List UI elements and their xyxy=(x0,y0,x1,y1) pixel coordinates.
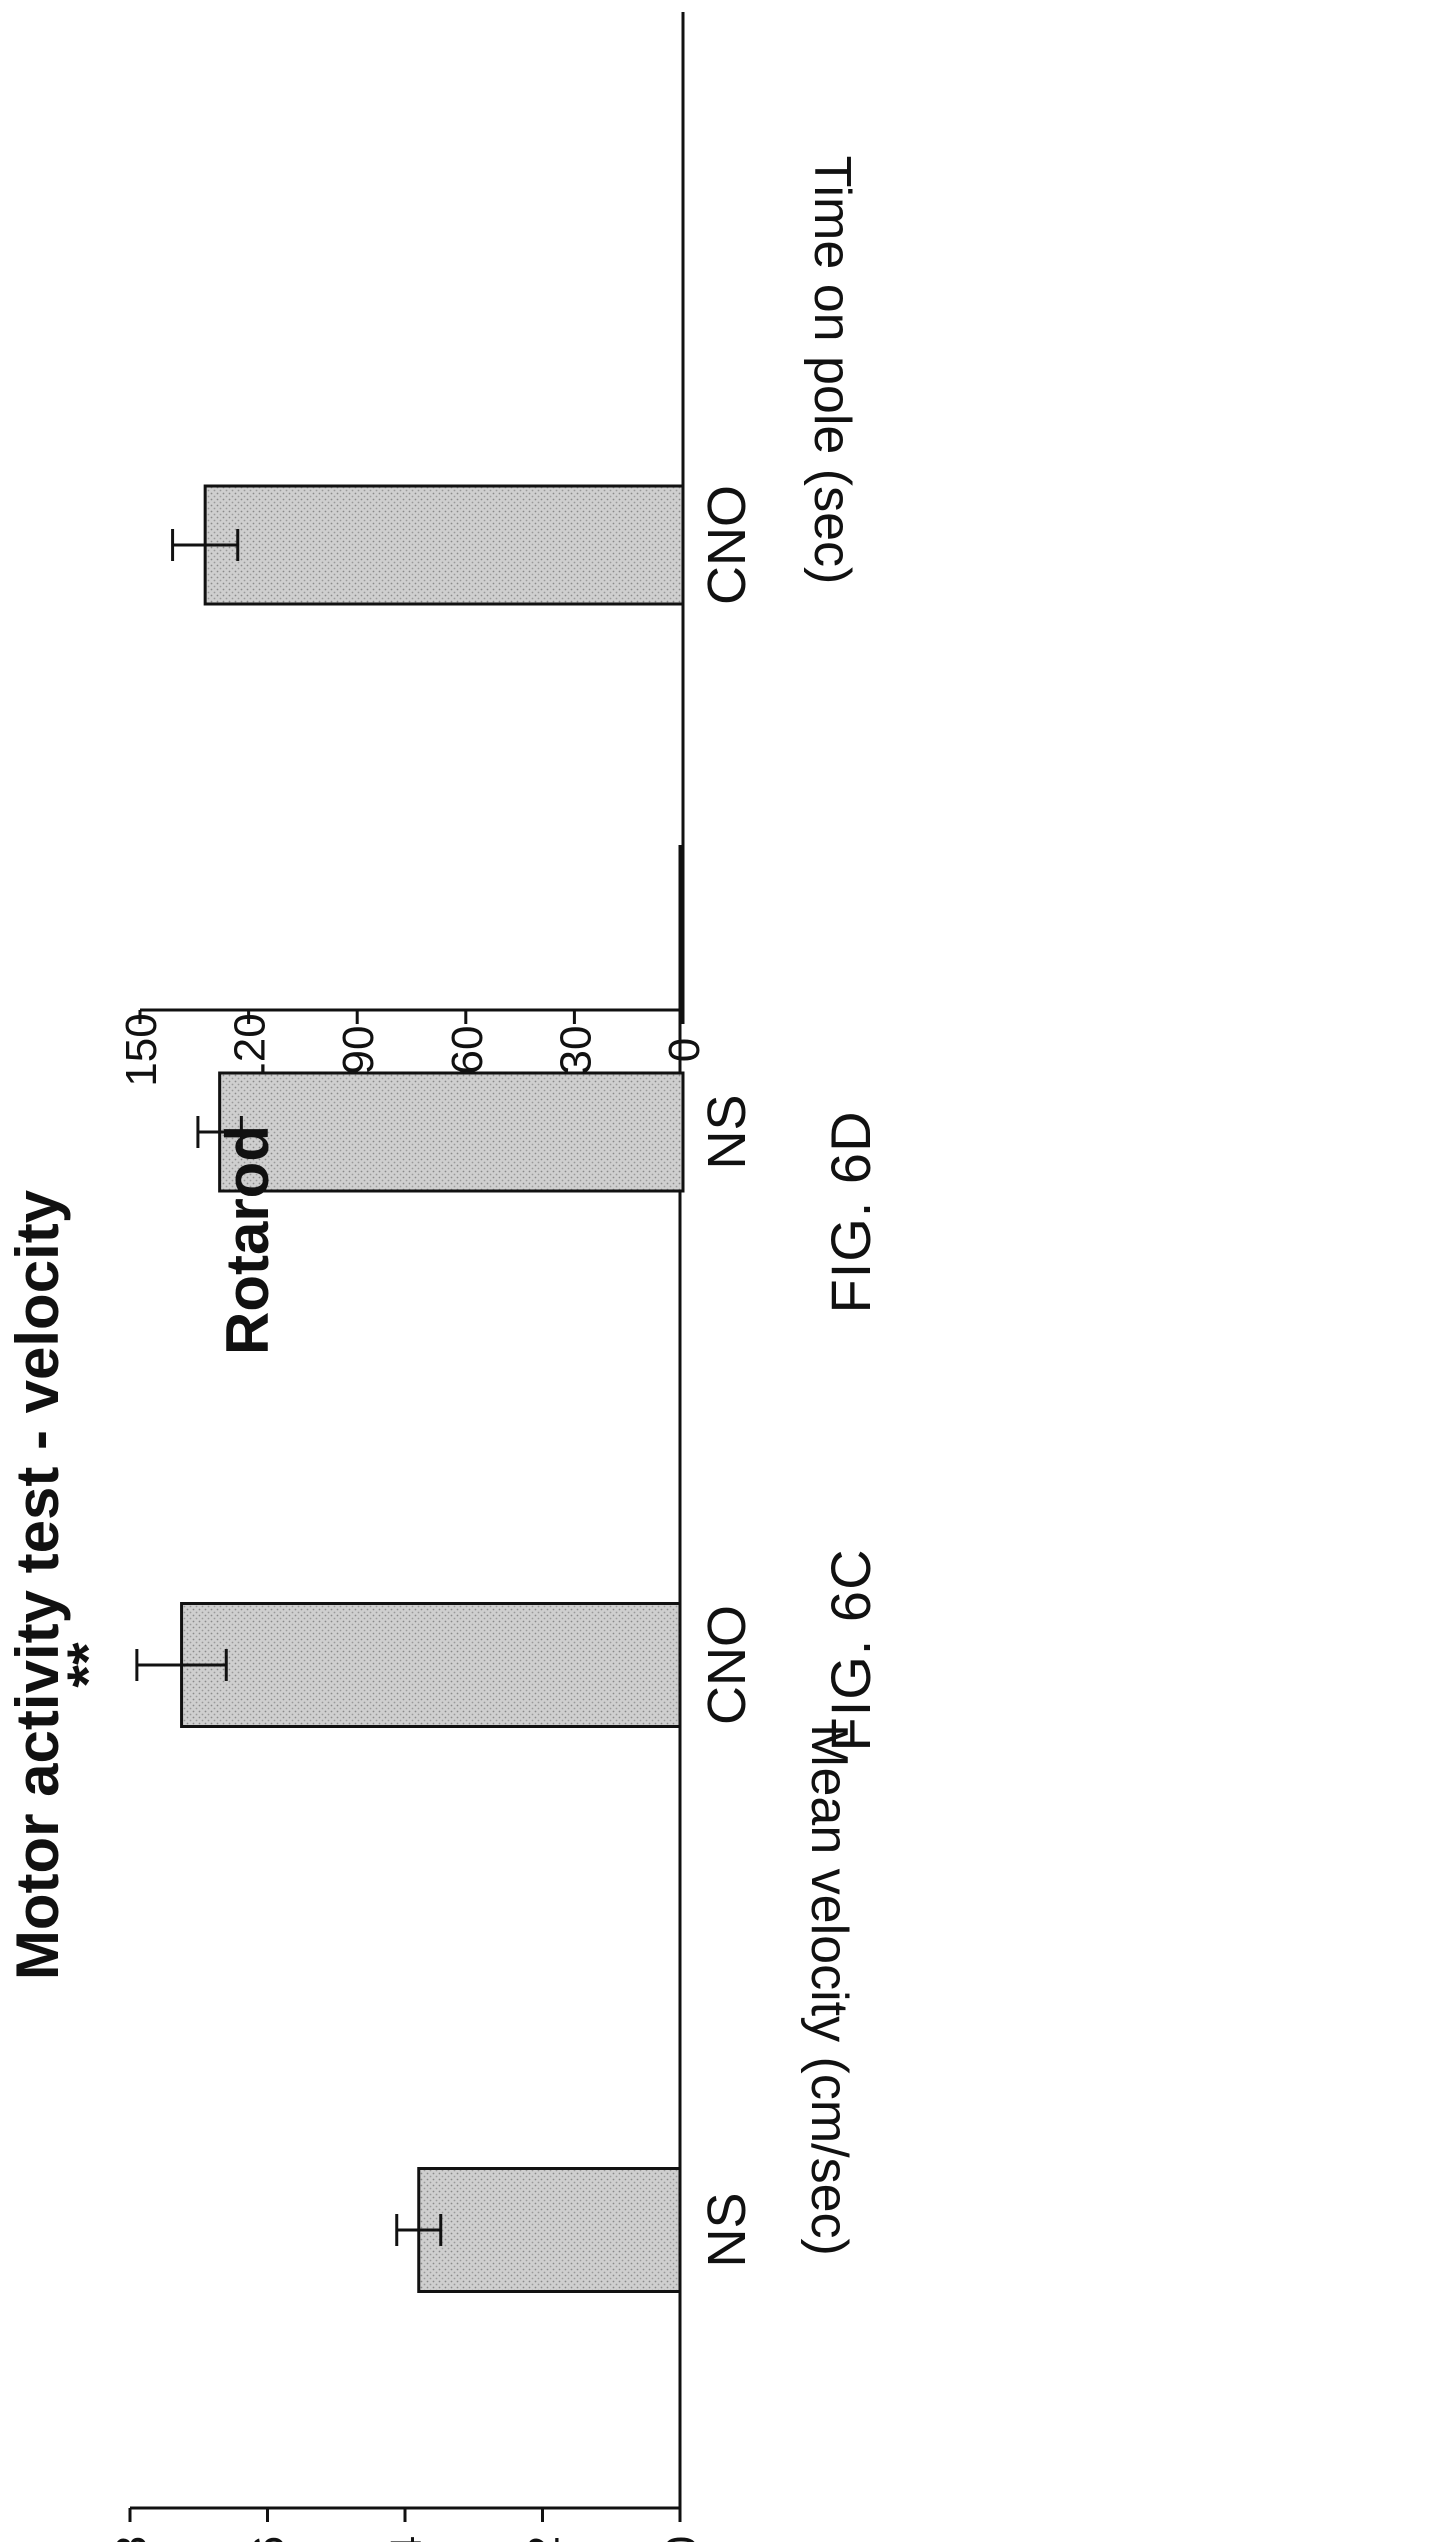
bar xyxy=(203,484,685,606)
significance-label: ** xyxy=(56,1642,121,1688)
category-label: NS xyxy=(697,1094,757,1169)
category-label: CNO xyxy=(697,485,757,605)
value-tick-label: 0 xyxy=(657,2536,706,2542)
value-tick-label: 60 xyxy=(443,1026,492,1075)
value-tick-label: 150 xyxy=(117,1013,166,1086)
figure-label: FIG. 6D xyxy=(819,1110,882,1313)
category-label: CNO xyxy=(697,1605,757,1725)
category-label: NS xyxy=(697,2192,757,2267)
bar xyxy=(218,1071,685,1193)
chart-0: 0 2 4 6 8 Mean velocity (cm/sec) NS CNO **Motor … xyxy=(4,845,882,2542)
value-tick-label: 90 xyxy=(334,1026,383,1075)
value-tick-label: 30 xyxy=(551,1026,600,1075)
chart-title: Rotarod xyxy=(214,1125,281,1355)
chart-title: Motor activity test - velocity xyxy=(4,1189,71,1980)
charts-root: 0 2 4 6 8 Mean velocity (cm/sec) NS CNO **Motor … xyxy=(4,12,882,2542)
value-tick-label: 6 xyxy=(245,2536,294,2542)
bar xyxy=(180,1602,682,1728)
value-tick-label: 8 xyxy=(107,2536,156,2542)
value-tick-label: 2 xyxy=(520,2536,569,2542)
value-axis-title: Mean velocity (cm/sec) xyxy=(800,1724,858,2256)
bar xyxy=(417,2167,682,2293)
value-tick-label: 4 xyxy=(382,2536,431,2542)
value-tick-label: 0 xyxy=(660,1038,709,1062)
value-axis-title: Time on pole (sec) xyxy=(803,156,861,585)
figure-label: FIG. 6C xyxy=(819,1548,882,1751)
